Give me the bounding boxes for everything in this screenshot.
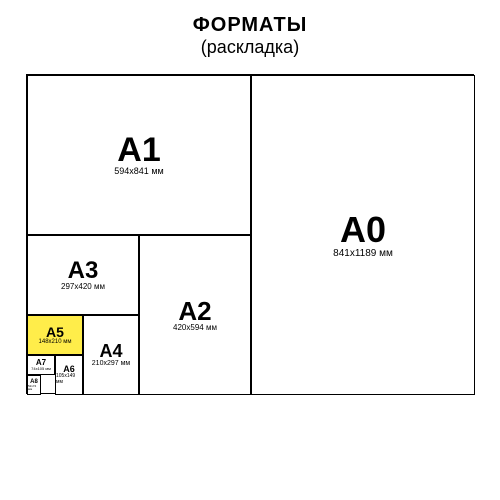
format-a5-dim: 148x210 мм bbox=[39, 339, 72, 346]
format-a4-box: A4 210x297 мм bbox=[83, 315, 139, 395]
format-a0-name: A0 bbox=[340, 212, 386, 248]
format-a5-name: A5 bbox=[46, 325, 64, 339]
format-a8-box: A8 52x74 мм bbox=[27, 375, 41, 395]
format-a8-dim: 52x74 мм bbox=[28, 385, 40, 392]
paper-format-diagram: A0 841x1189 мм A1 594x841 мм A2 420x594 … bbox=[26, 74, 474, 394]
format-a1-dim: 594x841 мм bbox=[114, 167, 163, 177]
format-a4-name: A4 bbox=[99, 342, 122, 360]
title-line1: ФОРМАТЫ bbox=[193, 14, 308, 37]
format-a2-name: A2 bbox=[178, 298, 211, 324]
format-a1-box: A1 594x841 мм bbox=[27, 75, 251, 235]
title-line2: (раскладка) bbox=[193, 37, 308, 58]
format-a4-dim: 210x297 мм bbox=[92, 360, 130, 368]
format-a5-box: A5 148x210 мм bbox=[27, 315, 83, 355]
format-a3-name: A3 bbox=[68, 259, 99, 283]
format-a6-box: A6 105x149 мм bbox=[55, 355, 83, 395]
format-a2-box: A2 420x594 мм bbox=[139, 235, 251, 395]
format-a7-dim: 74x105 мм bbox=[31, 367, 51, 371]
format-a1-name: A1 bbox=[117, 133, 160, 167]
format-a0-dim: 841x1189 мм bbox=[333, 248, 393, 259]
format-a6-dim: 105x149 мм bbox=[56, 374, 82, 385]
format-a0-box: A0 841x1189 мм bbox=[251, 75, 475, 395]
format-a3-box: A3 297x420 мм bbox=[27, 235, 139, 315]
format-a7-box: A7 74x105 мм bbox=[27, 355, 55, 375]
format-a2-dim: 420x594 мм bbox=[173, 324, 217, 333]
format-a3-dim: 297x420 мм bbox=[61, 283, 105, 292]
title-block: ФОРМАТЫ (раскладка) bbox=[193, 14, 308, 58]
